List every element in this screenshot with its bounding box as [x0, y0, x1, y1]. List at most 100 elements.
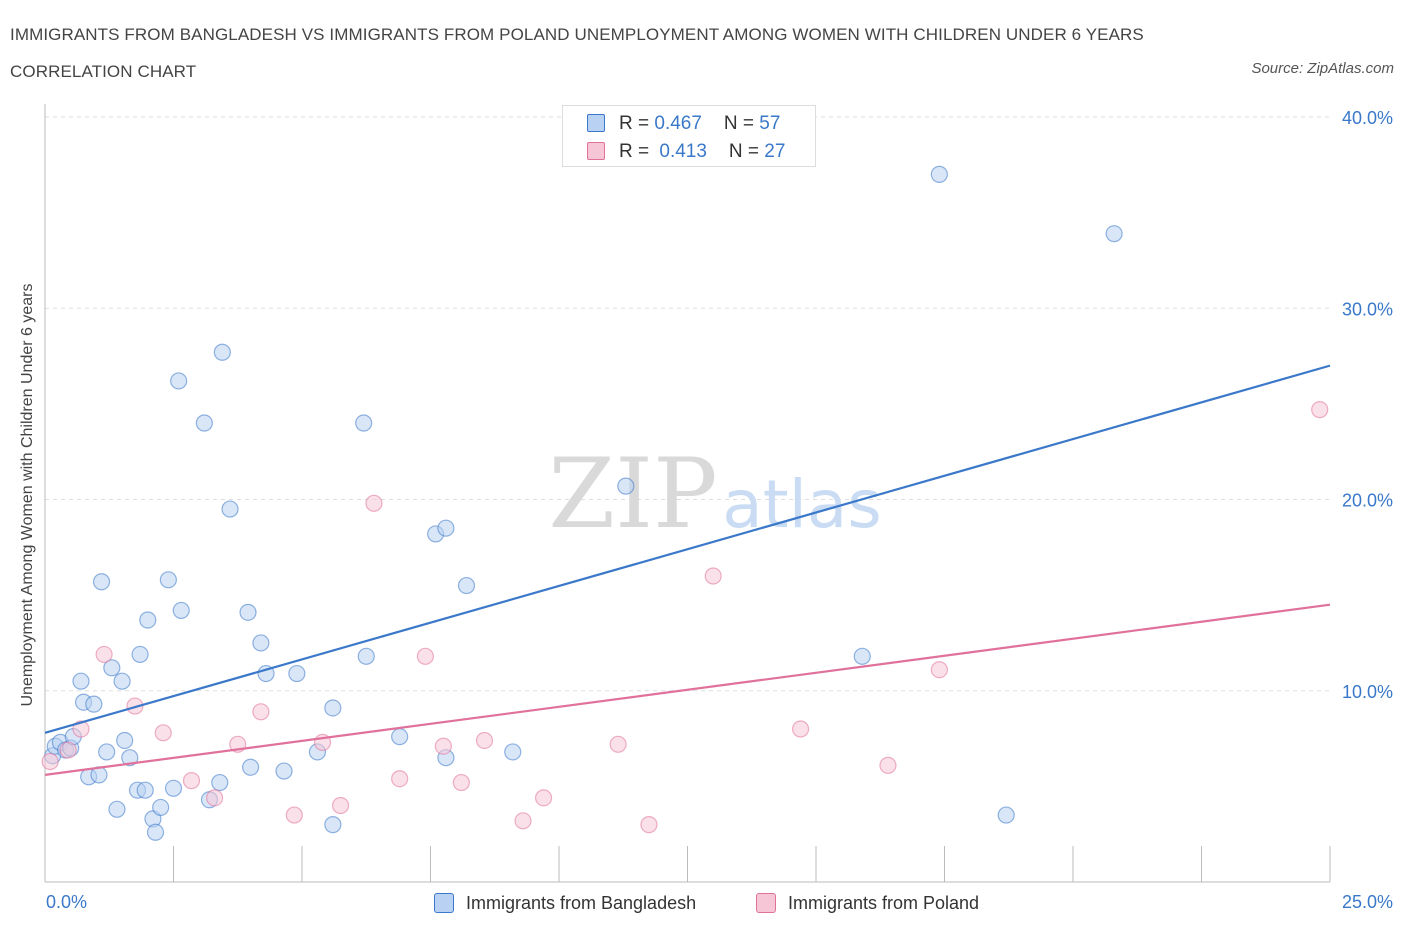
data-point [92, 573, 111, 591]
data-point [139, 611, 157, 629]
data-point [331, 796, 350, 815]
data-point [72, 672, 90, 690]
legend-label-bangladesh: Immigrants from Bangladesh [466, 893, 697, 913]
data-point [252, 703, 270, 721]
y-tick-label: 10.0% [1342, 682, 1393, 702]
data-point [195, 414, 213, 432]
data-point [617, 477, 635, 495]
x-tick-label-min: 0.0% [46, 892, 87, 912]
data-point [211, 773, 229, 792]
data-point [879, 756, 897, 774]
data-point [154, 724, 172, 742]
legend-row-poland: R = 0.413 N = 27 [587, 138, 785, 166]
data-point [365, 494, 383, 512]
data-point [357, 647, 375, 665]
data-point [457, 576, 476, 595]
chart-title: IMMIGRANTS FROM BANGLADESH VS IMMIGRANTS… [10, 25, 1144, 81]
data-point [213, 343, 231, 361]
data-point [391, 770, 409, 788]
data-point [239, 603, 257, 621]
correlation-legend: R = 0.467 N = 57 R = 0.413 N = 27 [562, 105, 816, 167]
data-point [121, 749, 139, 767]
data-point [930, 661, 948, 679]
data-point [504, 743, 522, 761]
data-point [791, 720, 810, 738]
data-point [275, 762, 293, 780]
data-point [609, 735, 627, 753]
data-point [172, 601, 190, 620]
data-point [475, 731, 494, 750]
legend-swatch-bangladesh [434, 893, 454, 913]
data-point [853, 647, 871, 665]
source-label: Source: ZipAtlas.com [1251, 60, 1394, 77]
data-point [434, 737, 452, 755]
data-point [72, 720, 90, 738]
data-point [437, 519, 455, 537]
n-label: N = [723, 113, 760, 134]
data-point [85, 695, 103, 713]
watermark: ZIP atlas [548, 438, 881, 550]
series-points-bangladesh [44, 165, 1123, 841]
data-point [640, 816, 658, 834]
data-point [95, 645, 113, 664]
y-tick-label: 40.0% [1342, 108, 1393, 128]
data-points [41, 165, 1329, 841]
data-point [164, 779, 183, 797]
data-point [1311, 401, 1329, 419]
r-value-poland: 0.413 [659, 141, 707, 162]
data-point [285, 806, 303, 824]
data-point [108, 800, 126, 818]
series-legend: Immigrants from Bangladesh Immigrants fr… [0, 889, 1406, 917]
watermark-zip: ZIP [548, 438, 717, 550]
data-point [514, 812, 532, 830]
data-point [103, 659, 121, 677]
r-label: R = [619, 141, 655, 162]
y-tick-label: 30.0% [1342, 299, 1393, 319]
data-point [1105, 225, 1123, 243]
trend-lines [44, 364, 1331, 776]
legend-item-poland[interactable]: Immigrants from Poland [756, 889, 979, 917]
r-label: R = [619, 113, 655, 134]
data-point [391, 728, 409, 746]
data-point [131, 645, 149, 664]
data-point [704, 567, 722, 585]
data-point [146, 823, 165, 841]
data-point [59, 741, 77, 759]
data-point [221, 500, 239, 518]
data-point [182, 772, 201, 790]
data-point [170, 372, 188, 390]
trend-line-bangladesh [44, 364, 1331, 734]
data-point [355, 414, 373, 432]
data-point [113, 672, 131, 690]
data-point [288, 664, 306, 683]
data-point [324, 699, 342, 717]
legend-swatch-poland [587, 142, 605, 160]
data-point [242, 758, 260, 776]
r-value-bangladesh: 0.467 [654, 113, 702, 134]
data-point [534, 789, 553, 807]
data-point [98, 743, 116, 761]
data-point [152, 798, 170, 817]
data-point [159, 571, 177, 589]
data-point [252, 634, 270, 652]
legend-item-bangladesh[interactable]: Immigrants from Bangladesh [434, 889, 696, 917]
n-value-bangladesh: 57 [759, 113, 781, 134]
legend-swatch-poland [756, 893, 776, 913]
y-tick-label: 20.0% [1342, 491, 1393, 511]
data-point [116, 731, 134, 750]
tick-labels: 10.0% 20.0% 30.0% 40.0% 0.0% 25.0% [46, 108, 1393, 912]
data-point [416, 647, 434, 665]
n-label: N = [728, 141, 765, 162]
grid-lines [45, 116, 1330, 692]
data-point [41, 752, 59, 771]
data-point [997, 806, 1015, 824]
legend-row-bangladesh: R = 0.467 N = 57 [587, 110, 780, 138]
x-tick-label-max: 25.0% [1342, 892, 1393, 912]
n-value-poland: 27 [764, 141, 786, 162]
watermark-atlas: atlas [722, 466, 882, 543]
data-point [206, 789, 224, 807]
data-point [930, 165, 948, 183]
data-point [324, 816, 342, 834]
data-point [136, 781, 154, 799]
